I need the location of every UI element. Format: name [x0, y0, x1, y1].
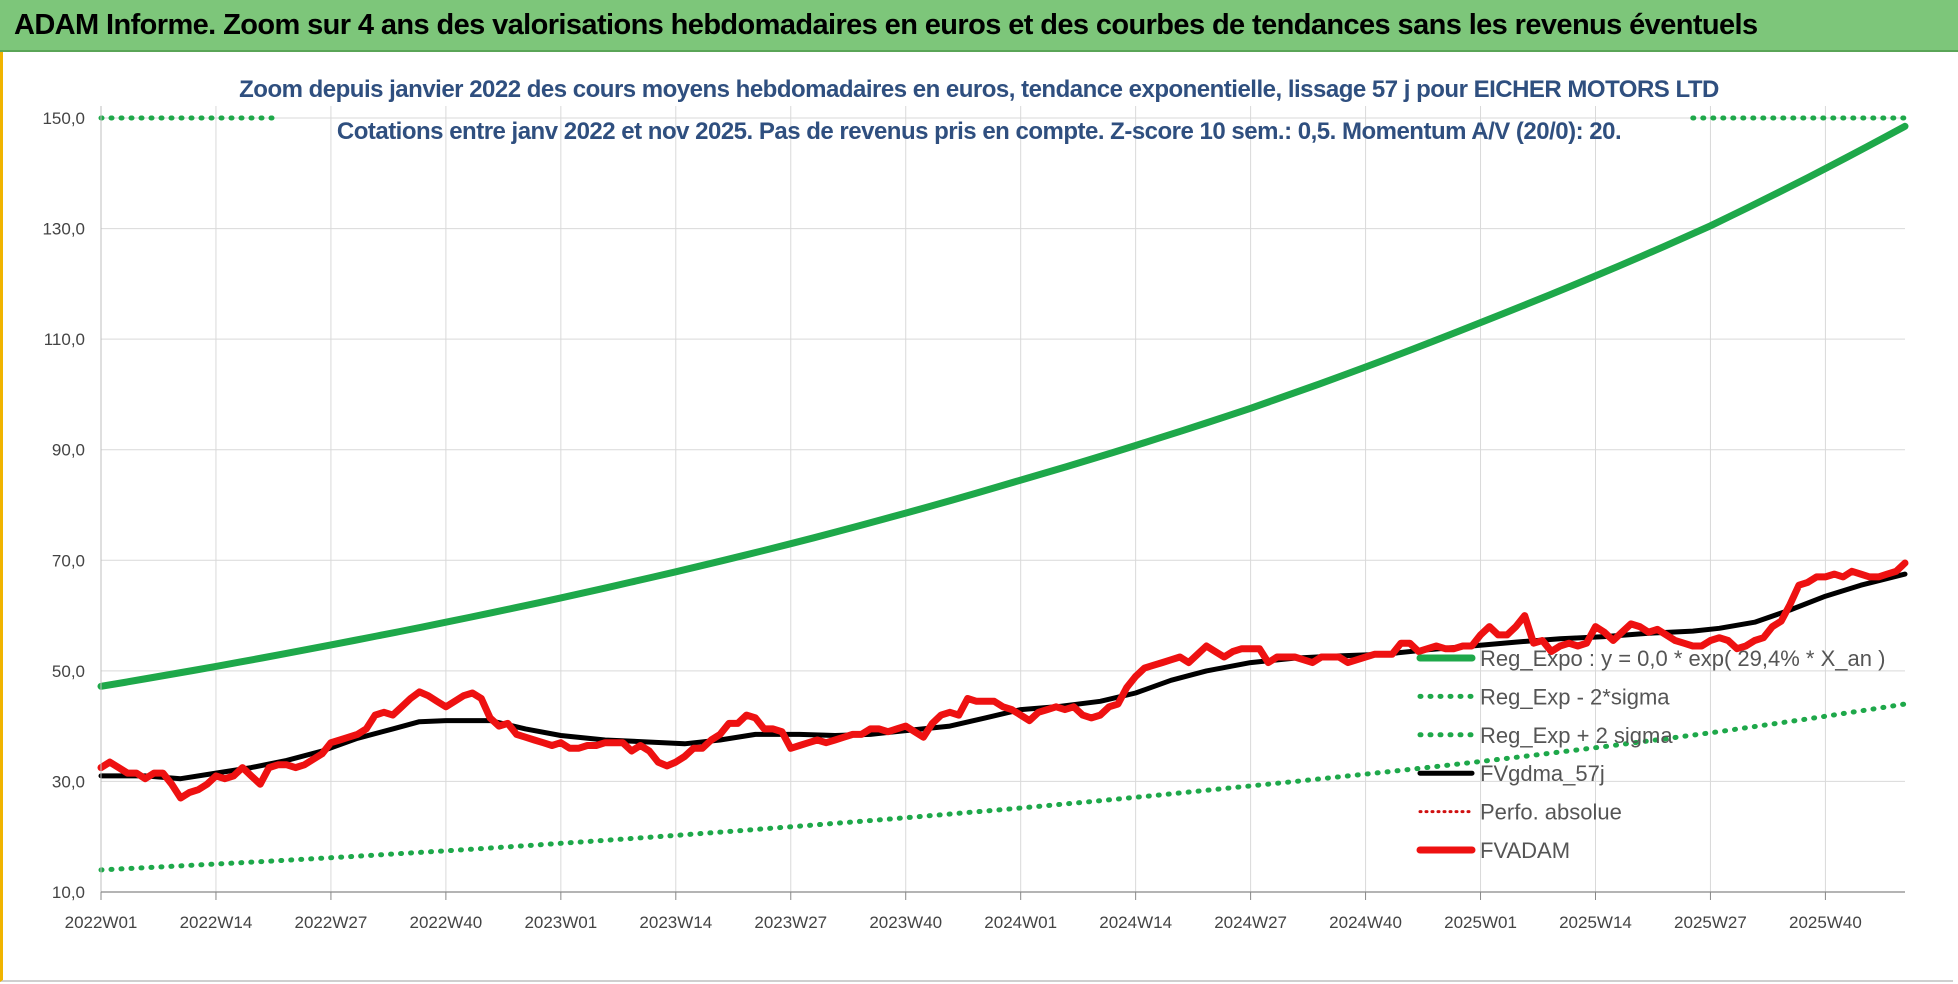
- axis-layer: 10,0 30,0 50,0 70,0 90,0 110,0 130,0 150,0 2022W…: [42, 106, 1905, 932]
- y-tick-label: 10,0: [52, 883, 85, 902]
- series-reg-expo: [97, 122, 1909, 690]
- legend-label: Perfo. absolue: [1480, 800, 1622, 825]
- y-tick-label: 30,0: [52, 772, 85, 791]
- x-tick-label: 2022W01: [65, 913, 138, 932]
- legend-label: Reg_Exp - 2*sigma: [1480, 684, 1670, 709]
- legend-label: Reg_Exp + 2 sigma: [1480, 723, 1673, 748]
- x-tick-label: 2022W14: [180, 913, 253, 932]
- x-tick-label: 2025W40: [1789, 913, 1862, 932]
- chart-frame: [0, 52, 1953, 982]
- legend-label: FVgdma_57j: [1480, 761, 1605, 786]
- y-tick-label: 150,0: [42, 109, 85, 128]
- report-title: ADAM Informe. Zoom sur 4 ans des valoris…: [14, 9, 1758, 41]
- x-tick-label: 2025W27: [1674, 913, 1747, 932]
- legend-label: Reg_Expo : y = 0,0 * exp( 29,4% * X_an ): [1480, 646, 1885, 671]
- series-fvgdma-57j: [98, 571, 1908, 782]
- chart-title-line-1: Zoom depuis janvier 2022 des cours moyen…: [239, 76, 1719, 103]
- y-tick-label: 110,0: [44, 330, 85, 349]
- x-tick-label: 2025W14: [1559, 913, 1632, 932]
- y-tick-label: 90,0: [52, 441, 85, 460]
- x-tick-label: 2024W14: [1099, 913, 1172, 932]
- grid-lines: [101, 106, 1905, 892]
- x-tick-label: 2023W01: [524, 913, 597, 932]
- x-tick-label: 2024W27: [1214, 913, 1287, 932]
- y-tick-label: 70,0: [52, 551, 85, 570]
- legend: Reg_Expo : y = 0,0 * exp( 29,4% * X_an )…: [1416, 646, 1885, 863]
- x-tick-label: 2023W40: [869, 913, 942, 932]
- y-tick-label: 50,0: [52, 662, 85, 681]
- report-banner: ADAM Informe. Zoom sur 4 ans des valoris…: [0, 0, 1958, 52]
- chart-title-line-2: Cotations entre janv 2022 et nov 2025. P…: [336, 118, 1622, 145]
- x-tick-label: 2023W14: [639, 913, 712, 932]
- series-fvadam: [97, 559, 1909, 802]
- legend-label: FVADAM: [1480, 838, 1570, 863]
- series-reg-minus-2sigma: [98, 701, 1908, 873]
- x-tick-label: 2024W01: [984, 913, 1057, 932]
- x-tick-label: 2022W40: [409, 913, 482, 932]
- x-tick-label: 2023W27: [754, 913, 827, 932]
- x-tick-label: 2024W40: [1329, 913, 1402, 932]
- y-tick-label: 130,0: [42, 220, 85, 239]
- x-tick-label: 2025W01: [1444, 913, 1517, 932]
- x-tick-label: 2022W27: [295, 913, 368, 932]
- series-layer: [97, 115, 1909, 873]
